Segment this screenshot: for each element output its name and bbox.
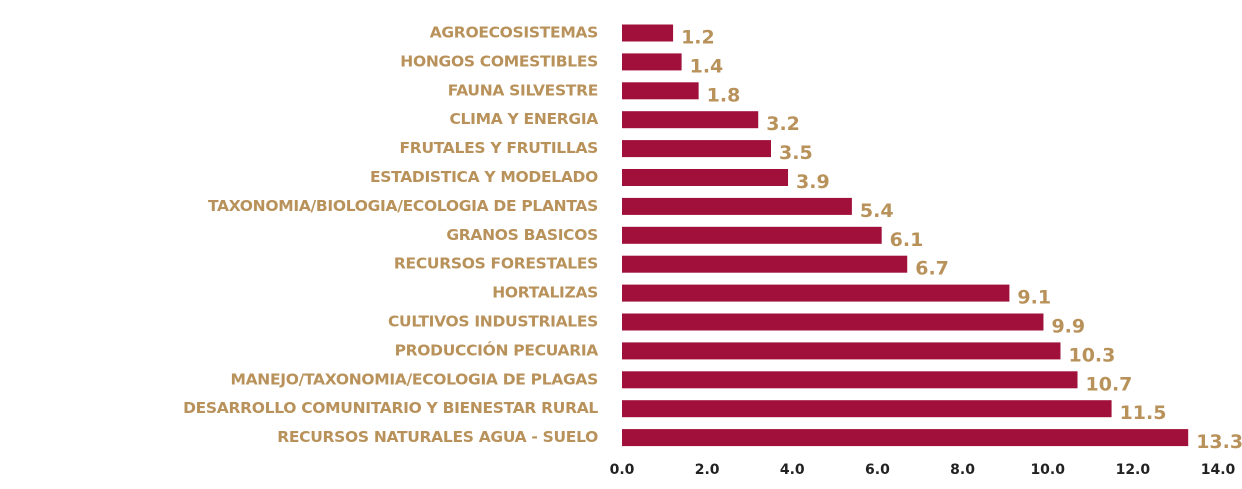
x-tick-label: 12.0 [1116,462,1151,478]
data-label: 5.4 [860,200,894,222]
bar [622,140,771,158]
y-tick-label: HONGOS COMESTIBLES [400,52,598,70]
x-tick-label: 4.0 [780,462,805,478]
y-tick-label: AGROECOSISTEMAS [430,24,598,42]
data-label: 6.1 [890,229,924,251]
data-label: 1.8 [707,84,741,106]
data-label: 3.2 [766,113,800,135]
bar [622,111,759,129]
x-tick-label: 6.0 [865,462,890,478]
data-label: 1.4 [690,55,724,77]
bar [622,284,1010,302]
x-tick-label: 8.0 [950,462,975,478]
y-tick-label: CULTIVOS INDUSTRIALES [388,313,598,331]
bar [622,313,1044,331]
bar [622,169,789,186]
data-label: 11.5 [1120,402,1167,424]
x-tick-label: 2.0 [695,462,720,478]
data-label: 9.9 [1051,316,1085,338]
y-tick-label: GRANOS BASICOS [446,226,598,244]
bar [622,371,1078,389]
bar [622,342,1061,360]
y-tick-label: PRODUCCIÓN PECUARIA [395,340,599,359]
y-tick-label: HORTALIZAS [492,284,598,302]
data-label: 3.5 [779,142,813,164]
y-tick-label: TAXONOMIA/BIOLOGIA/ECOLOGIA DE PLANTAS [208,197,598,215]
y-tick-label: FRUTALES Y FRUTILLAS [400,139,599,157]
y-tick-label: FAUNA SILVESTRE [448,81,598,99]
y-tick-label: DESARROLLO COMUNITARIO Y BIENESTAR RURAL [183,399,598,417]
data-label: 10.3 [1068,344,1115,366]
bar [622,400,1112,418]
data-label: 6.7 [915,258,949,280]
y-tick-label: RECURSOS NATURALES AGUA - SUELO [277,428,598,446]
bar [622,53,682,71]
bar [622,429,1189,447]
data-label: 3.9 [796,171,830,193]
data-label: 13.3 [1196,431,1242,453]
bar [622,197,852,215]
bar [622,226,882,244]
y-tick-label: MANEJO/TAXONOMIA/ECOLOGIA DE PLAGAS [230,370,598,388]
bar [622,24,674,42]
data-label: 1.2 [681,27,715,49]
data-label: 10.7 [1086,373,1133,395]
x-tick-label: 0.0 [610,462,635,478]
bar [622,255,908,273]
data-label: 9.1 [1017,287,1051,309]
y-tick-label: ESTADISTICA Y MODELADO [370,168,598,186]
x-tick-label: 14.0 [1201,462,1236,478]
y-tick-label: RECURSOS FORESTALES [394,255,598,273]
y-tick-label: CLIMA Y ENERGIA [449,110,598,128]
bar [622,82,699,100]
x-tick-label: 10.0 [1030,462,1065,478]
